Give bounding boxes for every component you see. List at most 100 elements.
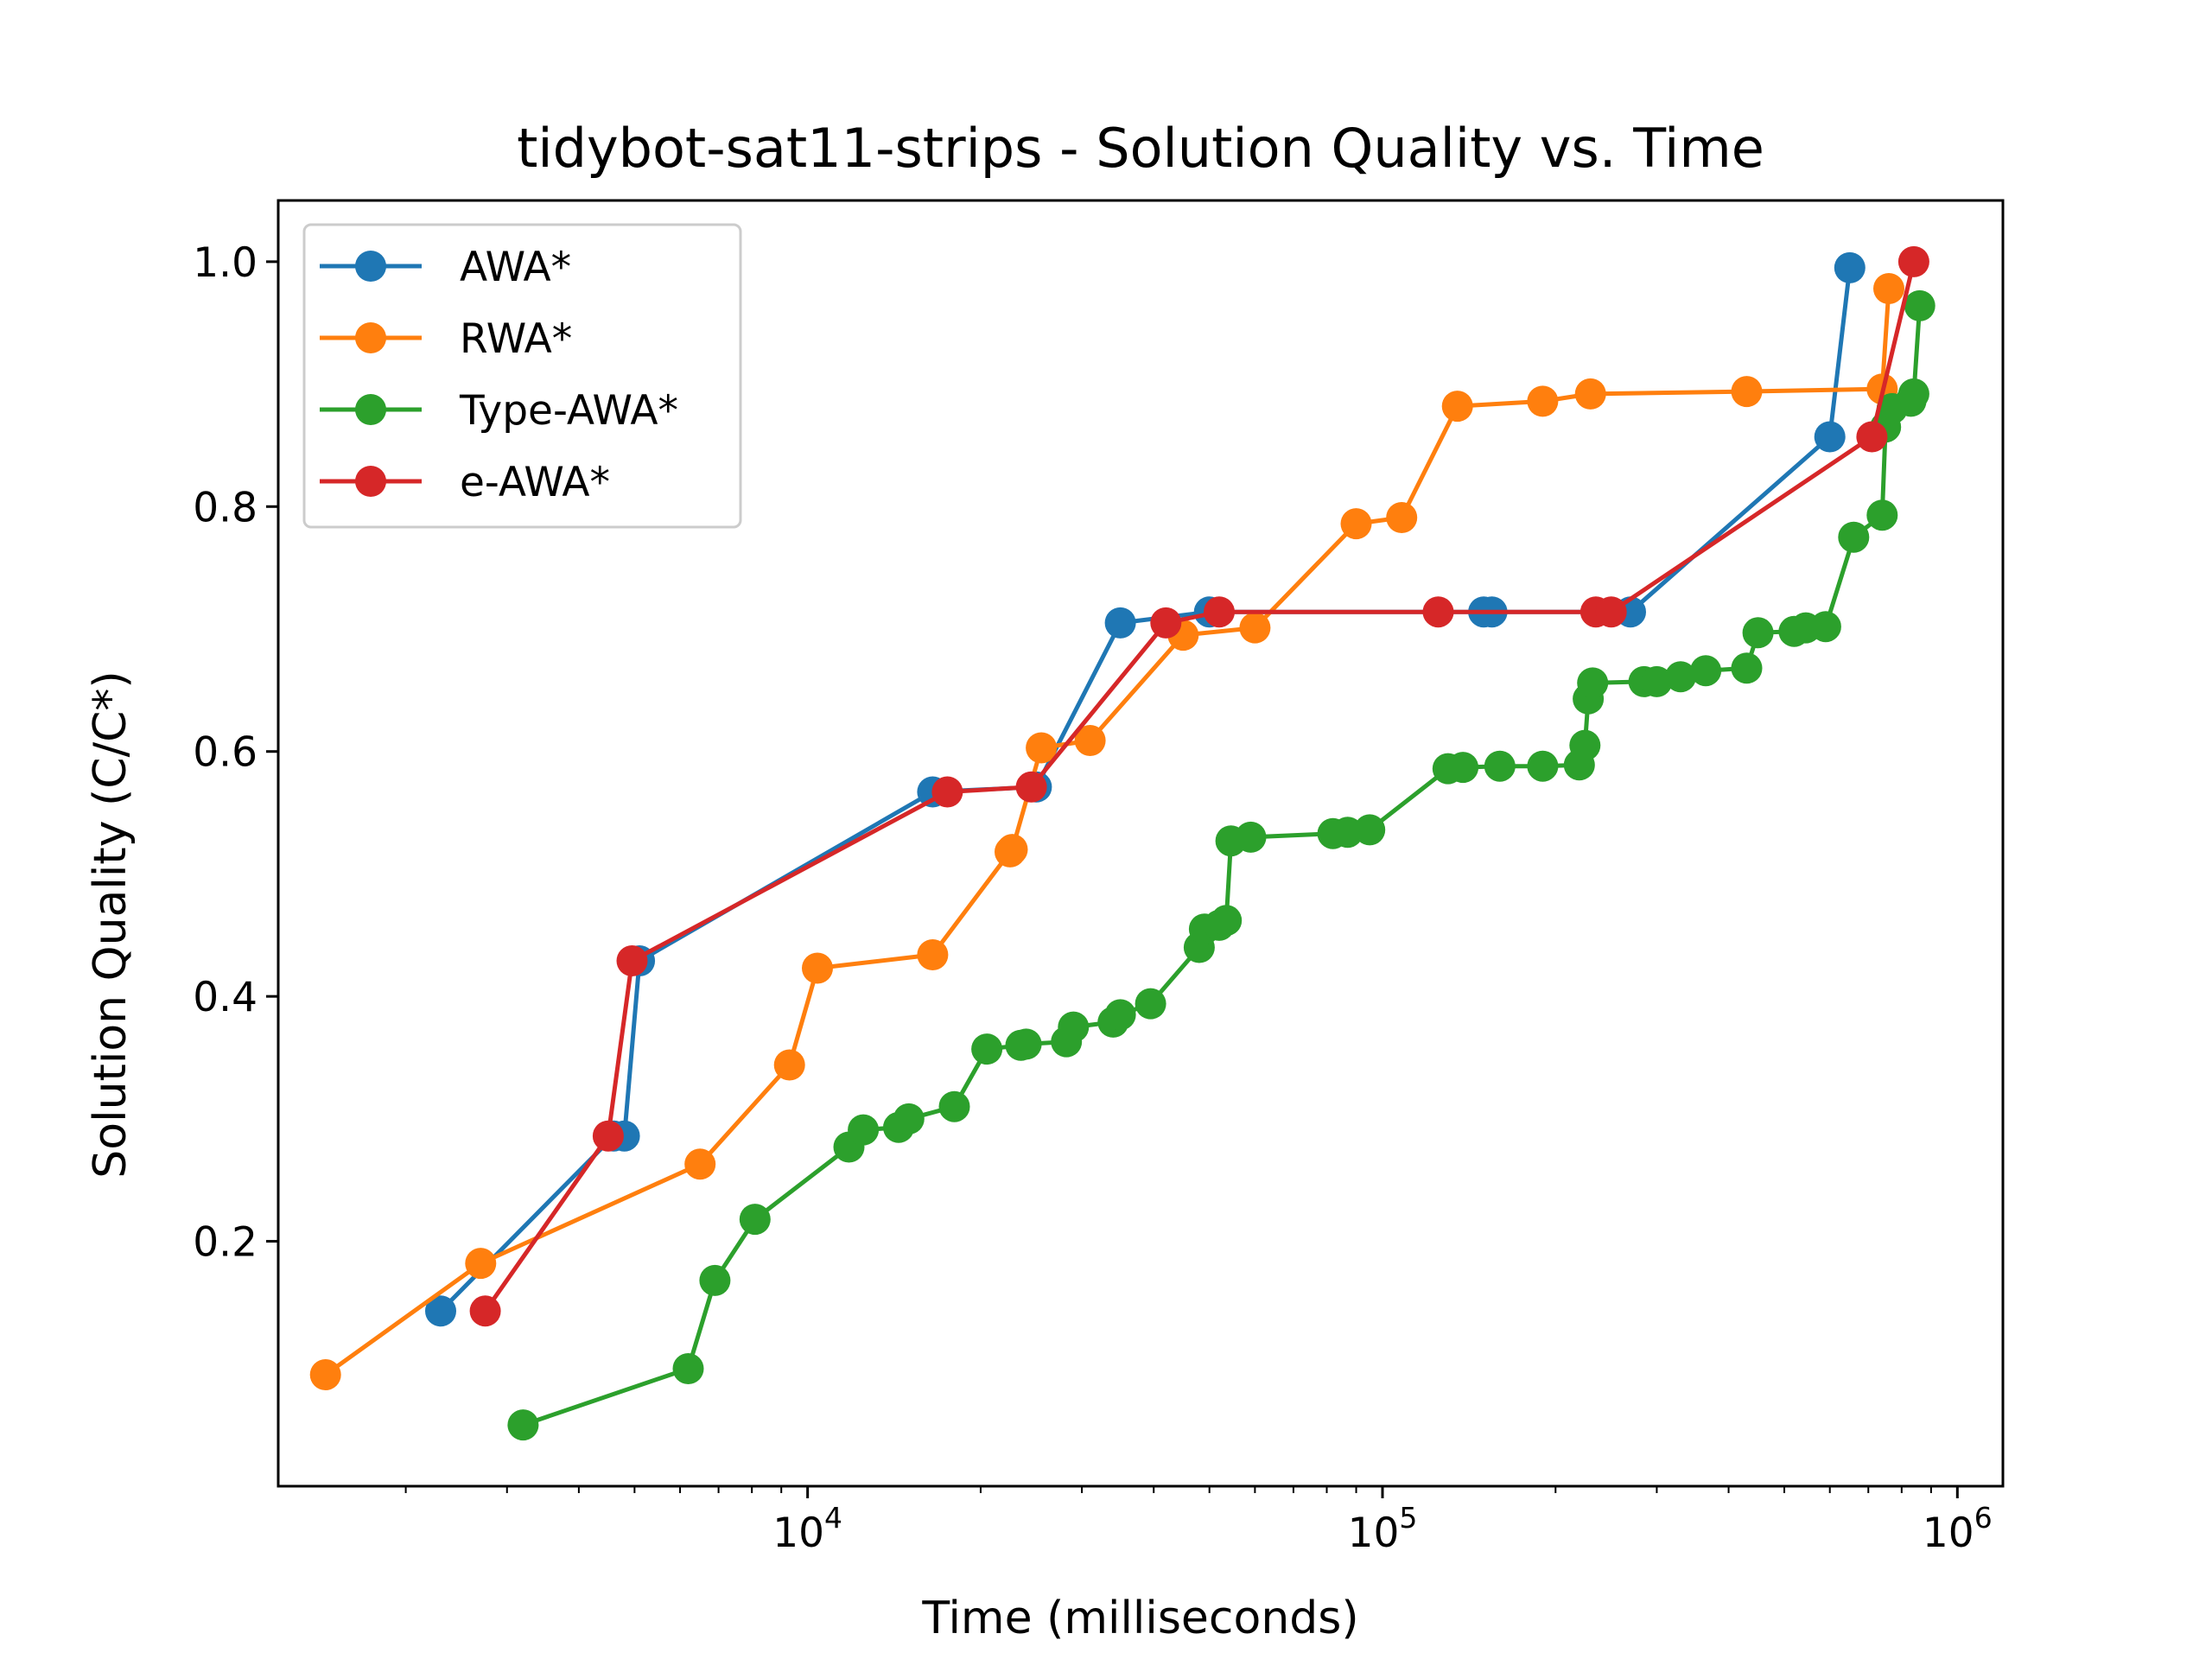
y-axis: 0.2 0.4 0.6 0.8 1.0 <box>193 239 278 1267</box>
x-tick-exponent: 5 <box>1399 1501 1417 1535</box>
data-point <box>699 1264 731 1296</box>
data-point <box>848 1114 880 1146</box>
y-tick-label: 0.4 <box>193 974 257 1021</box>
data-point <box>465 1248 497 1280</box>
data-point <box>1441 391 1473 423</box>
data-point <box>1834 251 1866 283</box>
legend-label: e-AWA* <box>460 459 610 506</box>
data-point <box>996 834 1028 866</box>
data-point <box>1814 421 1846 453</box>
data-point <box>1595 596 1627 628</box>
data-point <box>672 1353 704 1384</box>
y-tick-label: 0.2 <box>193 1219 257 1267</box>
x-tick-base: 10 <box>772 1510 824 1557</box>
data-point <box>1135 988 1166 1020</box>
data-point <box>739 1204 771 1236</box>
series-e-AWA* <box>469 245 1929 1327</box>
plot-area <box>309 245 1936 1441</box>
data-point <box>1386 502 1418 533</box>
data-point <box>1838 521 1870 553</box>
legend-box <box>302 223 742 529</box>
legend: AWA* RWA* Type-AWA* e-AWA* <box>302 223 742 529</box>
data-point <box>469 1295 501 1327</box>
legend-item: Type-AWA* <box>320 387 678 435</box>
data-point <box>1742 617 1774 649</box>
x-axis-label: Time (milliseconds) <box>921 1592 1358 1644</box>
data-point <box>425 1295 456 1327</box>
legend-item: RWA* <box>320 315 572 363</box>
data-point <box>616 945 648 976</box>
data-point <box>1026 732 1058 764</box>
legend-label: AWA* <box>460 244 571 291</box>
data-point <box>1665 661 1696 693</box>
legend-marker <box>355 322 386 353</box>
x-tick-base: 10 <box>1348 1510 1400 1557</box>
data-point <box>971 1033 1003 1065</box>
data-point <box>1809 611 1841 643</box>
data-point <box>938 1090 970 1122</box>
data-point <box>1447 752 1479 784</box>
legend-item: e-AWA* <box>320 459 610 506</box>
plot-frame <box>276 199 2005 1488</box>
data-point <box>1354 814 1386 846</box>
y-tick-label: 1.0 <box>193 239 257 287</box>
data-point <box>1211 905 1243 937</box>
x-tick-base: 10 <box>1923 1510 1974 1557</box>
data-point <box>917 939 949 970</box>
legend-label: RWA* <box>460 315 572 363</box>
data-point <box>1731 376 1763 408</box>
legend-marker <box>355 251 386 282</box>
legend-marker <box>355 466 386 497</box>
x-tick-label: 104 <box>772 1501 842 1557</box>
x-tick-exponent: 6 <box>1974 1501 1993 1535</box>
series-line <box>483 261 1916 1313</box>
data-point <box>1641 665 1673 697</box>
x-axis: 104 105 106 <box>404 1486 1993 1557</box>
data-point <box>1897 245 1929 277</box>
data-point <box>1574 378 1606 410</box>
data-point <box>1104 999 1136 1031</box>
data-point <box>773 1049 805 1081</box>
legend-item: AWA* <box>320 244 571 291</box>
data-point <box>893 1103 925 1135</box>
data-point <box>1235 821 1267 853</box>
data-point <box>1422 596 1454 628</box>
data-point <box>802 952 833 984</box>
data-point <box>1010 1028 1042 1060</box>
data-point <box>1204 596 1235 628</box>
series-Type-AWA* <box>507 289 1936 1441</box>
x-tick-exponent: 4 <box>824 1501 842 1535</box>
data-point <box>309 1359 341 1390</box>
data-point <box>507 1409 539 1441</box>
data-point <box>1904 289 1936 321</box>
data-point <box>1731 652 1763 684</box>
data-point <box>1873 273 1904 304</box>
data-point <box>1340 508 1372 540</box>
y-tick-label: 0.6 <box>193 729 257 777</box>
legend-marker <box>355 394 386 425</box>
data-point <box>1527 385 1559 417</box>
data-point <box>1104 607 1136 639</box>
data-point <box>1058 1011 1090 1043</box>
data-point <box>1074 725 1106 756</box>
data-point <box>1484 750 1516 782</box>
data-point <box>1150 607 1182 639</box>
chart-title: tidybot-sat11-strips - Solution Quality … <box>517 117 1764 180</box>
data-point <box>1569 729 1601 761</box>
data-point <box>1866 499 1898 531</box>
data-point <box>592 1120 624 1152</box>
data-point <box>1015 771 1047 803</box>
data-point <box>1239 612 1271 644</box>
series-RWA* <box>309 273 1904 1390</box>
data-point <box>1527 750 1559 782</box>
x-tick-label: 105 <box>1348 1501 1418 1557</box>
data-point <box>1856 421 1888 453</box>
y-tick-label: 0.8 <box>193 484 257 531</box>
data-point <box>1577 667 1609 699</box>
data-point <box>1690 655 1722 687</box>
data-point <box>1897 378 1929 410</box>
legend-label: Type-AWA* <box>459 387 678 435</box>
data-point <box>931 776 963 808</box>
data-point <box>684 1148 716 1180</box>
